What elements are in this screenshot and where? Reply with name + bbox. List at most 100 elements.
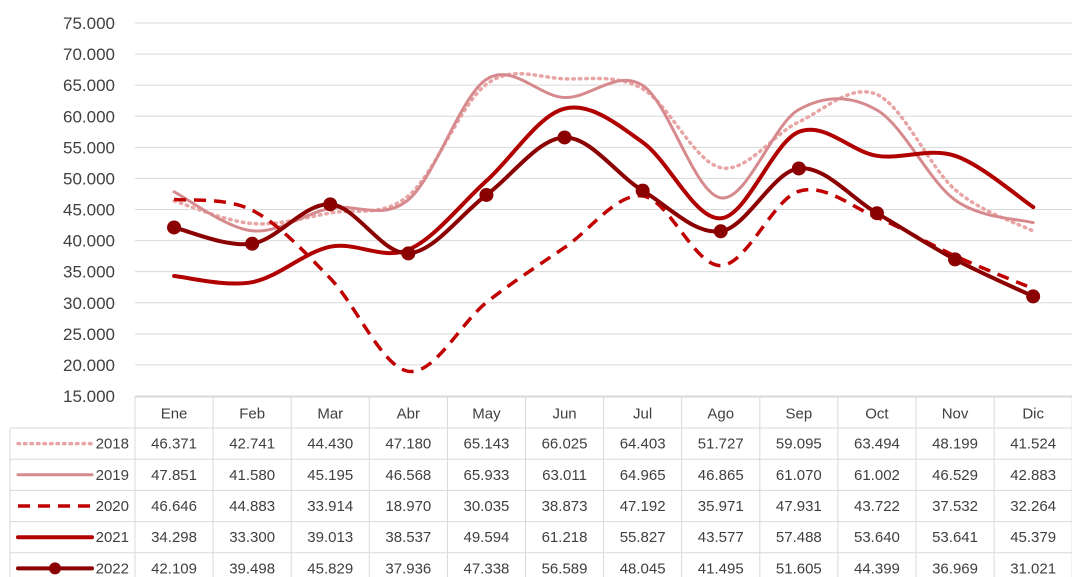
x-tick-label: Sep [785, 406, 812, 423]
x-tick-label: Feb [239, 406, 265, 423]
data-table-cell: 46.646 [151, 498, 197, 515]
data-table-cell: 41.580 [229, 467, 275, 484]
y-tick-label: 40.000 [63, 232, 115, 251]
data-table-cell: 39.498 [229, 560, 275, 577]
data-table-cell: 48.045 [620, 560, 666, 577]
data-table-cell: 64.403 [620, 436, 666, 453]
data-table-cell: 31.021 [1010, 560, 1056, 577]
x-tick-label: Abr [397, 406, 420, 423]
data-table-cell: 41.495 [698, 560, 744, 577]
data-table-cell: 42.883 [1010, 467, 1056, 484]
data-point-2022 [401, 246, 416, 261]
y-tick-label: 25.000 [63, 325, 115, 344]
data-table-cell: 18.970 [385, 498, 431, 515]
data-table-cell: 51.605 [776, 560, 822, 577]
data-table-cell: 57.488 [776, 529, 822, 546]
y-tick-label: 50.000 [63, 169, 115, 188]
legend-label-2021: 2021 [96, 529, 129, 546]
legend-label-2022: 2022 [96, 560, 129, 577]
x-tick-label: Mar [317, 406, 343, 423]
data-table-cell: 34.298 [151, 529, 197, 546]
x-tick-label: Ene [161, 406, 188, 423]
data-table-cell: 44.883 [229, 498, 275, 515]
x-tick-label: Dic [1022, 406, 1044, 423]
x-tick-label: Jul [633, 406, 652, 423]
data-table-cell: 45.379 [1010, 529, 1056, 546]
data-table-cell: 49.594 [464, 529, 510, 546]
legend-label-2019: 2019 [96, 467, 129, 484]
data-table-cell: 44.430 [307, 436, 353, 453]
data-table: Ene Feb Mar Abr May Jun Jul Ago Sep Oct Nov Dic 2018… [9, 396, 1072, 577]
data-point-2022 [713, 224, 728, 239]
y-tick-label: 20.000 [63, 356, 115, 375]
data-table-cell: 43.722 [854, 498, 900, 515]
legend-label-2018: 2018 [96, 436, 129, 453]
data-point-2022 [1026, 289, 1041, 304]
data-table-cell: 43.577 [698, 529, 744, 546]
data-point-2022 [167, 220, 182, 235]
data-point-2022 [245, 236, 260, 251]
x-tick-label: Nov [942, 406, 969, 423]
data-table-cell: 39.013 [307, 529, 353, 546]
data-table-cell: 47.180 [385, 436, 431, 453]
data-table-cell: 65.933 [464, 467, 510, 484]
data-table-cell: 55.827 [620, 529, 666, 546]
data-table-cell: 30.035 [464, 498, 510, 515]
series-line-2021 [172, 105, 1036, 286]
data-table-cell: 46.568 [385, 467, 431, 484]
data-table-cell: 36.969 [932, 560, 978, 577]
y-tick-label: 70.000 [63, 45, 115, 64]
data-table-cell: 63.494 [854, 436, 900, 453]
data-table-cell: 38.873 [542, 498, 588, 515]
data-table-cell: 38.537 [385, 529, 431, 546]
data-point-2022 [557, 130, 572, 145]
data-table-cell: 61.218 [542, 529, 588, 546]
legend-label-2020: 2020 [96, 498, 129, 515]
x-tick-label: May [472, 406, 501, 423]
data-table-cell: 63.011 [542, 467, 587, 484]
series-line-2019 [172, 73, 1035, 233]
data-table-cell: 41.524 [1010, 436, 1056, 453]
data-table-cell: 42.741 [229, 436, 275, 453]
x-tick-label: Ago [707, 406, 734, 423]
data-table-cell: 35.971 [698, 498, 744, 515]
gridlines [135, 22, 1072, 397]
data-table-cell: 46.529 [932, 467, 978, 484]
data-table-cell: 47.851 [151, 467, 197, 484]
series-line-2018 [172, 71, 1035, 233]
data-table-cell: 46.865 [698, 467, 744, 484]
data-table-cell: 53.641 [932, 529, 978, 546]
data-table-cell: 37.936 [385, 560, 431, 577]
y-tick-label: 65.000 [63, 76, 115, 95]
data-point-2022 [869, 206, 884, 221]
data-table-cell: 65.143 [464, 436, 510, 453]
data-table-cell: 64.965 [620, 467, 666, 484]
y-tick-label: 30.000 [63, 294, 115, 313]
data-table-cell: 37.532 [932, 498, 978, 515]
data-table-cell: 53.640 [854, 529, 900, 546]
data-table-cell: 61.002 [854, 467, 900, 484]
data-point-2022 [479, 187, 494, 202]
data-table-cell: 47.192 [620, 498, 666, 515]
data-table-cell: 45.195 [307, 467, 353, 484]
data-table-cell: 48.199 [932, 436, 978, 453]
y-tick-label: 15.000 [63, 387, 115, 406]
data-table-cell: 61.070 [776, 467, 822, 484]
legend-marker-2022 [49, 562, 61, 575]
data-table-cell: 47.338 [464, 560, 510, 577]
data-table-cell: 51.727 [698, 436, 744, 453]
y-tick-label: 35.000 [63, 263, 115, 282]
x-tick-label: Oct [865, 406, 889, 423]
series-lines [167, 71, 1041, 374]
data-point-2022 [948, 252, 963, 267]
data-point-2022 [635, 183, 650, 198]
y-tick-label: 45.000 [63, 201, 115, 220]
data-table-cell: 44.399 [854, 560, 900, 577]
data-point-2022 [323, 197, 338, 212]
data-table-cell: 33.914 [307, 498, 353, 515]
data-table-cell: 32.264 [1010, 498, 1056, 515]
data-table-cell: 66.025 [542, 436, 588, 453]
data-table-cell: 59.095 [776, 436, 822, 453]
data-table-cell: 47.931 [776, 498, 822, 515]
